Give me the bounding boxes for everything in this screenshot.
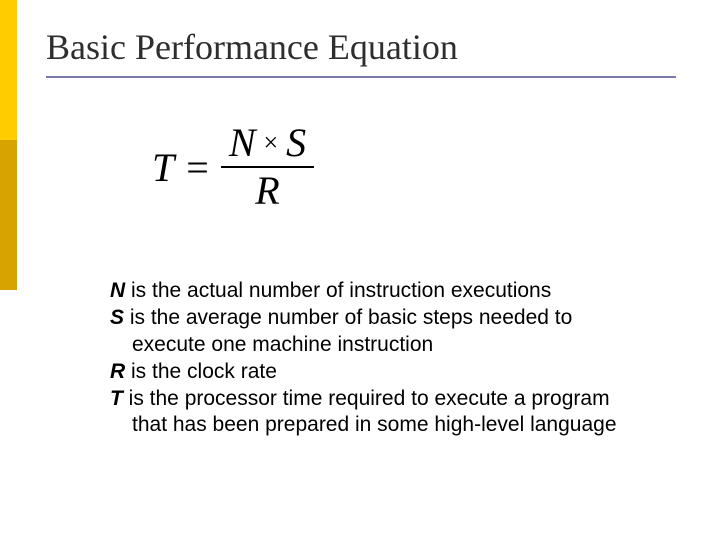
equation-num-left: N: [229, 122, 256, 164]
definition-t-text: is the processor time required to execut…: [123, 387, 610, 410]
equation-denominator: R: [247, 168, 287, 214]
definition-r-text: is the clock rate: [125, 360, 277, 383]
equation: T = N × S R: [152, 120, 314, 214]
equation-numerator: N × S: [221, 120, 314, 166]
definition-t-cont: that has been prepared in some high-leve…: [110, 412, 710, 439]
definition-n-text: is the actual number of instruction exec…: [125, 279, 551, 302]
left-accent-bar-top: [0, 0, 17, 140]
equation-num-right: S: [286, 122, 306, 164]
equation-fraction: N × S R: [221, 120, 314, 214]
definition-r: R is the clock rate: [110, 359, 710, 386]
definition-s-var: S: [110, 306, 124, 329]
definition-t-var: T: [110, 387, 123, 410]
slide-title: Basic Performance Equation: [46, 26, 458, 68]
equation-multiply-symbol: ×: [262, 129, 281, 156]
equation-equals: =: [186, 144, 209, 191]
definition-s-cont: execute one machine instruction: [110, 332, 710, 359]
definition-n-var: N: [110, 279, 125, 302]
definition-s: S is the average number of basic steps n…: [110, 305, 710, 332]
definition-r-var: R: [110, 360, 125, 383]
definition-s-text: is the average number of basic steps nee…: [124, 306, 572, 329]
title-underline: [46, 76, 676, 78]
definitions-block: N is the actual number of instruction ex…: [110, 278, 710, 439]
definition-t: T is the processor time required to exec…: [110, 386, 710, 413]
equation-lhs: T: [152, 144, 174, 191]
left-accent-bar-bottom: [0, 140, 17, 290]
definition-n: N is the actual number of instruction ex…: [110, 278, 710, 305]
